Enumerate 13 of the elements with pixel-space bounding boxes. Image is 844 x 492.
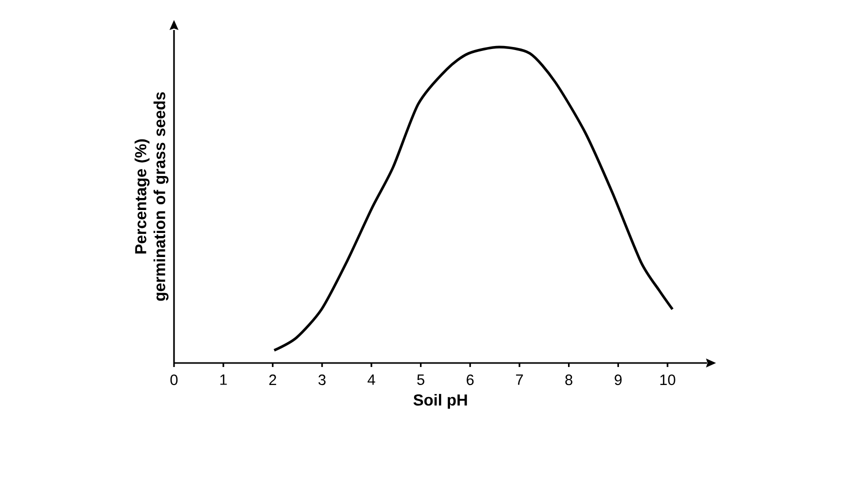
- x-tick-label: 4: [368, 374, 376, 385]
- x-tick-label: 8: [565, 374, 572, 386]
- x-tick-label: 0: [170, 374, 178, 386]
- x-tick-label: 2: [269, 374, 276, 385]
- x-tick-label: 5: [417, 374, 424, 385]
- x-tick-label: 9: [614, 374, 622, 386]
- x-tick-label: 10: [660, 374, 676, 386]
- y-axis-title: Percentage (%) germination of grass seeds: [134, 92, 168, 301]
- x-tick-label: 6: [466, 374, 474, 386]
- x-tick-label: 7: [516, 374, 523, 385]
- x-axis-title: Soil pH: [414, 394, 467, 409]
- x-tick-label: 1: [220, 374, 227, 385]
- x-tick-label: 3: [318, 374, 326, 386]
